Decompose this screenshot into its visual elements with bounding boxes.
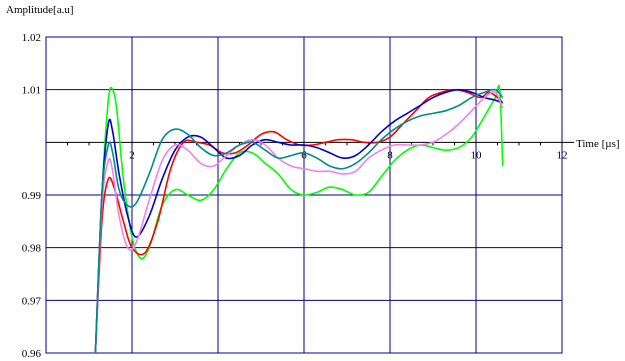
x-tick-label: 8 bbox=[387, 149, 393, 161]
x-axis-label: Time [µs] bbox=[576, 138, 620, 150]
y-tick-label: 1.01 bbox=[22, 85, 41, 97]
series-line-5 bbox=[94, 88, 504, 353]
x-tick-label: 12 bbox=[557, 149, 568, 161]
series-line-4 bbox=[94, 91, 504, 353]
x-tick-label: 10 bbox=[471, 149, 483, 161]
series-lines bbox=[94, 84, 504, 353]
series-line-3 bbox=[94, 88, 503, 353]
tick-labels: 2 6 8 10 12 0.96 0.97 0.98 0.99 1.01 1.02 bbox=[22, 32, 568, 360]
y-tick-label: 0.99 bbox=[22, 190, 42, 202]
x-tick-label: 6 bbox=[301, 149, 307, 161]
y-tick-label: 0.97 bbox=[22, 295, 42, 307]
y-tick-label: 0.96 bbox=[22, 348, 42, 360]
series-line-1 bbox=[94, 84, 504, 353]
y-tick-label: 1.02 bbox=[22, 32, 41, 44]
series-line-2 bbox=[94, 88, 504, 353]
y-axis-label: Amplitude[a.u] bbox=[6, 4, 74, 16]
x-tick-label: 2 bbox=[129, 149, 135, 161]
grid bbox=[45, 36, 574, 354]
y-tick-label: 0.98 bbox=[22, 243, 42, 255]
